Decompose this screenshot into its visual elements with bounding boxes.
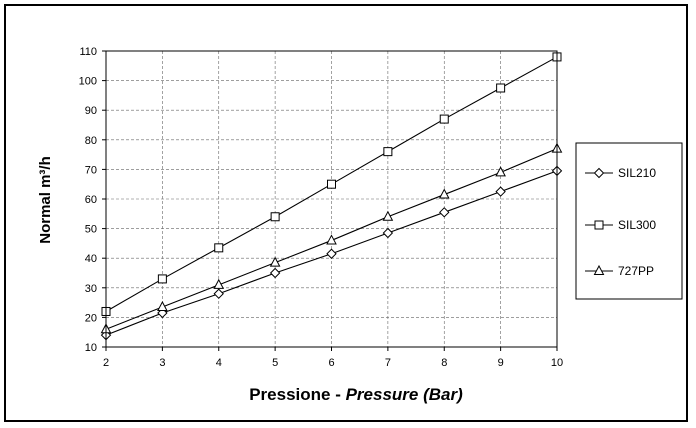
x-tick-label: 6 — [328, 357, 334, 369]
legend-label-sil300: SIL300 — [618, 218, 656, 232]
grid-layer — [106, 51, 557, 347]
data-point-sil300 — [157, 274, 167, 284]
legend-items: SIL210 SIL300 727PP — [585, 166, 656, 278]
data-point-sil300 — [214, 243, 224, 253]
legend-item-sil210: SIL210 — [585, 166, 656, 180]
chart-frame — [4, 4, 688, 422]
legend-item-sil300: SIL300 — [585, 218, 656, 232]
y-axis-title: Normal m³/h — [37, 156, 54, 244]
tick-layer: 10 20 30 40 50 60 70 80 90 100 110 2 3 4 5 6 7 8 9 10 — [79, 46, 563, 369]
data-point-727pp — [269, 256, 281, 267]
x-axis-title-normal: Pressione - — [249, 385, 345, 404]
data-point-727pp — [213, 278, 225, 289]
y-tick-label: 100 — [79, 76, 97, 88]
data-point-sil210 — [326, 248, 337, 259]
y-tick-label: 20 — [85, 312, 97, 324]
legend-label-sil210: SIL210 — [618, 166, 656, 180]
x-tick-label: 7 — [385, 357, 391, 369]
x-axis-title: Pressione - Pressure (Bar) — [249, 385, 463, 404]
data-point-sil300 — [327, 179, 336, 189]
legend-marker-sil210 — [593, 167, 605, 179]
y-tick-label: 110 — [79, 46, 97, 58]
x-tick-label: 9 — [498, 357, 504, 369]
data-point-727pp — [157, 300, 168, 312]
y-tick-label: 50 — [85, 224, 97, 236]
x-tick-label: 8 — [441, 357, 447, 369]
y-tick-label: 10 — [85, 342, 97, 354]
x-tick-label: 3 — [159, 357, 165, 369]
x-axis-title-italic: Pressure (Bar) — [346, 385, 464, 404]
legend-item-727pp: 727PP — [585, 264, 654, 278]
legend-box — [575, 142, 683, 300]
data-point-727pp — [495, 166, 506, 177]
data-point-sil210 — [495, 186, 506, 197]
data-point-sil300 — [439, 114, 449, 124]
data-point-727pp — [326, 234, 337, 245]
legend-marker-sil300 — [594, 220, 604, 230]
data-point-sil210 — [439, 207, 450, 218]
data-point-727pp — [382, 210, 394, 221]
x-tick-label: 10 — [551, 357, 563, 369]
y-tick-label: 30 — [85, 283, 97, 295]
data-point-sil300 — [383, 147, 393, 157]
legend-marker-727pp — [593, 264, 605, 275]
legend: SIL210 SIL300 727PP — [575, 142, 683, 300]
y-tick-label: 40 — [85, 253, 97, 265]
y-tick-label: 90 — [85, 105, 97, 117]
x-tick-label: 2 — [103, 357, 109, 369]
data-point-sil210 — [213, 288, 224, 299]
x-tick-label: 4 — [216, 357, 222, 369]
y-tick-label: 70 — [85, 164, 97, 176]
data-point-sil300 — [496, 83, 506, 93]
y-tick-label: 80 — [85, 135, 97, 147]
data-point-sil300 — [270, 212, 280, 222]
legend-label-727pp: 727PP — [618, 264, 654, 278]
data-point-sil210 — [269, 267, 281, 279]
y-tick-label: 60 — [85, 194, 97, 206]
x-tick-label: 5 — [272, 357, 278, 369]
data-point-sil210 — [382, 227, 394, 239]
data-point-727pp — [438, 188, 450, 199]
